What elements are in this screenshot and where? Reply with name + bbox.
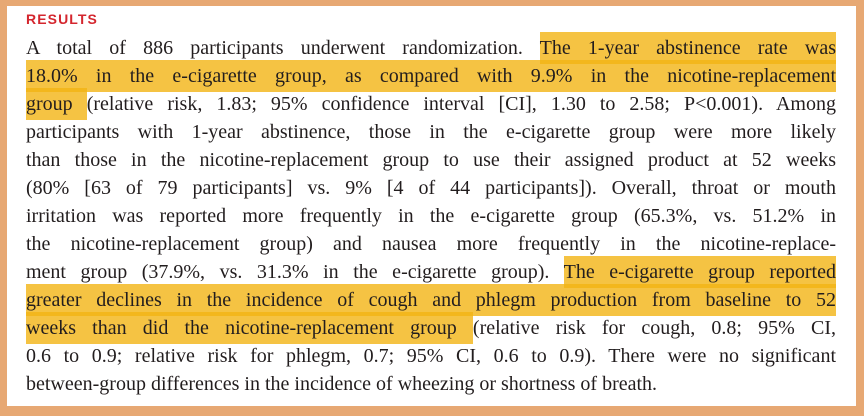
text-line: weeks than did the nicotine-replacement … xyxy=(26,312,836,344)
plain-text: (relative risk for cough, 0.8; 95% CI, xyxy=(472,317,836,339)
text-line: greater declines in the incidence of cou… xyxy=(26,284,836,316)
plain-text: participants with 1-year abstinence, tho… xyxy=(26,121,836,143)
text-line: A total of 886 participants underwent ra… xyxy=(26,32,837,64)
highlighted-text: 18.0% in the e-cigarette group, as compa… xyxy=(26,60,836,92)
plain-text: (80% [63 of 79 participants] vs. 9% [4 o… xyxy=(26,177,836,199)
highlighted-text: greater declines in the incidence of cou… xyxy=(26,284,836,316)
plain-text: between-group differences in the inciden… xyxy=(26,373,658,395)
text-line: ment group (37.9%, vs. 31.3% in the e-ci… xyxy=(26,256,836,288)
highlighted-text: weeks than did the nicotine-replacement … xyxy=(26,312,473,344)
text-line: participants with 1-year abstinence, tho… xyxy=(26,118,836,146)
text-line: between-group differences in the inciden… xyxy=(26,370,836,398)
plain-text: 0.6 to 0.9; relative risk for phlegm, 0.… xyxy=(26,345,836,367)
text-line: 18.0% in the e-cigarette group, as compa… xyxy=(26,60,836,92)
text-line: group (relative risk, 1.83; 95% confiden… xyxy=(26,88,836,120)
plain-text: ment group (37.9%, vs. 31.3% in the e-ci… xyxy=(26,261,564,283)
text-line: the nicotine-replacement group) and naus… xyxy=(26,230,836,258)
results-paragraph: A total of 886 participants underwent ra… xyxy=(26,32,837,398)
plain-text: the nicotine-replacement group) and naus… xyxy=(26,233,836,255)
highlighted-text: group xyxy=(26,88,87,120)
plain-text: A total of 886 participants underwent ra… xyxy=(26,37,540,59)
text-line: irritation was reported more frequently … xyxy=(26,202,836,230)
text-line: than those in the nicotine-replacement g… xyxy=(26,146,836,174)
plain-text: irritation was reported more frequently … xyxy=(26,205,836,227)
text-line: (80% [63 of 79 participants] vs. 9% [4 o… xyxy=(26,174,836,202)
highlighted-text: The 1-year abstinence rate was xyxy=(539,32,837,64)
plain-text: (relative risk, 1.83; 95% confidence int… xyxy=(86,93,836,115)
results-section-heading: RESULTS xyxy=(26,11,98,27)
text-line: 0.6 to 0.9; relative risk for phlegm, 0.… xyxy=(26,342,836,370)
highlighted-text: The e-cigarette group reported xyxy=(563,256,836,288)
plain-text: than those in the nicotine-replacement g… xyxy=(26,149,836,171)
